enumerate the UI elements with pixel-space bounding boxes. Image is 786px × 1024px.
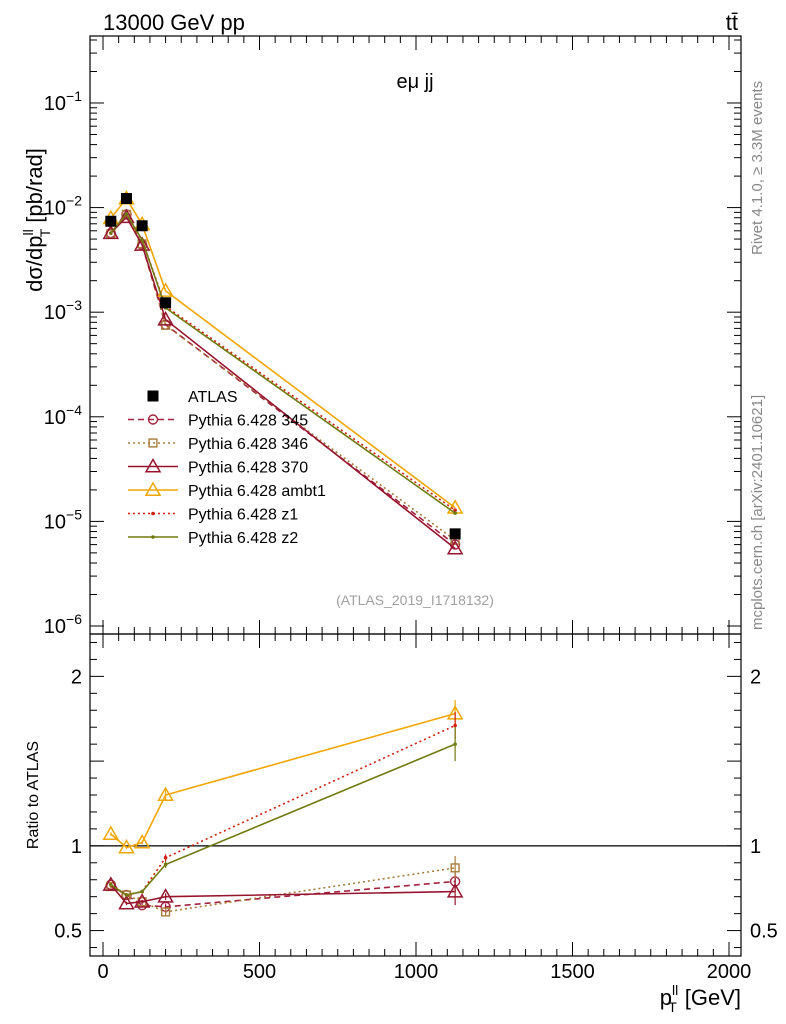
atlas-data-point — [160, 297, 172, 309]
legend-label: Pythia 6.428 z1 — [188, 507, 298, 524]
main-y-axis-label: dσ/dpllT [pb/rad] — [20, 148, 53, 292]
series-point-ratio — [450, 863, 460, 873]
header-beam-label: 13000 GeV pp — [103, 10, 245, 35]
y-tick-label-main: 10−5 — [44, 506, 82, 533]
series-point-main — [109, 231, 113, 235]
x-axis-label: pll T [GeV] — [660, 982, 741, 1015]
series-point-ratio — [157, 786, 174, 801]
legend-marker-atlas — [147, 390, 159, 402]
series-line-main — [110, 212, 456, 546]
legend-marker — [147, 414, 159, 425]
series-point-main — [102, 224, 120, 240]
series-point-main — [453, 511, 457, 515]
legend-label-atlas: ATLAS — [188, 389, 238, 406]
series-point-ratio — [109, 883, 113, 887]
legend-label: Pythia 6.428 ambt1 — [188, 483, 326, 500]
legend: ATLAS Pythia 6.428 345 Pythia 6.428 346 Pyt… — [128, 389, 326, 547]
y-tick-label-ratio-right: 0.5 — [750, 921, 778, 943]
xlabel-unit-text: [GeV] — [685, 985, 741, 1010]
series-point-ratio — [163, 862, 168, 867]
series-point-ratio — [133, 893, 151, 908]
legend-label: Pythia 6.428 370 — [188, 460, 308, 477]
x-tick-label: 2000 — [707, 961, 752, 983]
series-line-ratio — [110, 724, 456, 896]
svg-text:dσ/dpllT[pb/rad]: dσ/dpllT [pb/rad] — [20, 148, 53, 292]
chart-title: eμ jj — [396, 71, 433, 93]
y-tick-label-ratio-right: 2 — [750, 666, 761, 688]
series-point-ratio — [118, 839, 135, 854]
analysis-id-label: (ATLAS_2019_I1718132) — [336, 592, 494, 608]
ylabel-unit-text: [pb/rad] — [22, 148, 47, 223]
legend-marker — [151, 535, 155, 539]
series-point-ratio — [102, 876, 120, 891]
series-point-main — [118, 208, 135, 224]
x-tick-label: 1000 — [394, 961, 439, 983]
y-tick-label-main: 10−1 — [44, 88, 82, 115]
series-point-main — [453, 508, 457, 512]
series-point-main — [157, 282, 174, 297]
ratio-y-axis-label: Ratio to ATLAS — [25, 741, 42, 849]
ylabel-sup-text: ll — [20, 229, 36, 235]
legend-label: Pythia 6.428 345 — [188, 413, 308, 430]
legend-marker — [144, 457, 162, 473]
y-tick-label-ratio-right: 1 — [750, 836, 761, 858]
y-tick-label-main: 10−2 — [44, 193, 82, 220]
ylabel-main-text: dσ/dp — [22, 236, 47, 292]
series-point-ratio — [453, 723, 457, 728]
legend-marker — [151, 511, 155, 516]
y-tick-label-main: 10−6 — [44, 611, 82, 638]
x-tick-label: 500 — [243, 961, 276, 983]
x-axis-ticks: 0 500 1000 1500 2000 — [97, 36, 751, 983]
series-point-ratio — [163, 855, 168, 860]
series-point-ratio — [157, 888, 174, 903]
series-point-ratio — [133, 833, 151, 849]
rivet-version-label: Rivet 4.1.0, ≥ 3.3M events — [749, 81, 766, 255]
ratio-axis-ticks: 0.5 0.5 1 1 2 2 — [54, 641, 778, 949]
xlabel-main-text: p — [660, 985, 672, 1010]
series-point-ratio — [453, 742, 457, 746]
y-tick-label-main: 10−4 — [44, 402, 82, 429]
series-point-ratio — [446, 883, 464, 898]
mcplots-source-label: mcplots.cern.ch [arXiv:2401.10621] — [749, 395, 766, 630]
legend-label: Pythia 6.428 z2 — [188, 530, 298, 547]
atlas-data-point — [105, 215, 117, 227]
xlabel-sub-text: T — [668, 999, 677, 1015]
series-point-ratio — [102, 825, 120, 840]
legend-marker — [144, 481, 162, 496]
series-point-main — [140, 238, 144, 242]
main-axis-ticks: 10−6 10−5 10−4 10−3 10−2 10−1 — [44, 39, 741, 638]
atlas-data-point — [120, 193, 132, 205]
x-tick-label: 0 — [97, 961, 108, 983]
y-tick-label-ratio: 2 — [71, 666, 82, 688]
series-point-ratio — [160, 907, 171, 917]
ylabel-sub-text: T — [37, 228, 53, 237]
y-tick-label-ratio: 0.5 — [54, 921, 82, 943]
series-point-main — [446, 540, 464, 555]
legend-label: Pythia 6.428 346 — [188, 436, 308, 453]
ratio-series-group — [102, 700, 464, 917]
series-point-main — [124, 212, 129, 216]
legend-marker — [148, 438, 158, 448]
series-point-main — [157, 311, 174, 326]
atlas-data-point — [136, 220, 148, 232]
series-point-ratio — [140, 889, 144, 894]
xlabel-sup-text: ll — [672, 982, 678, 998]
series-point-ratio — [118, 894, 135, 910]
y-tick-label-ratio: 1 — [71, 836, 82, 858]
series-point-main — [133, 236, 151, 251]
y-tick-label-main: 10−3 — [44, 297, 82, 324]
series-point-ratio — [124, 893, 129, 897]
x-tick-label: 1500 — [550, 961, 595, 983]
header-process-label: tt̄ — [726, 10, 738, 35]
atlas-data-group — [105, 193, 461, 540]
atlas-data-point — [449, 528, 461, 540]
series-point-ratio — [121, 890, 132, 900]
